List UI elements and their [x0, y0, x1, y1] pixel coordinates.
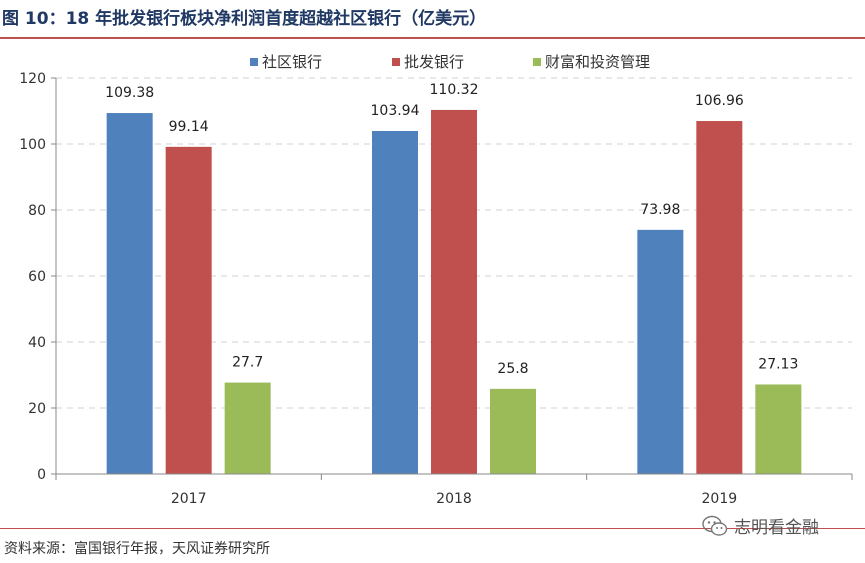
legend-swatch	[533, 58, 541, 66]
page-title: 图 10：18 年批发银行板块净利润首度超越社区银行（亿美元）	[2, 9, 487, 29]
legend: 社区银行 批发银行 财富和投资管理	[250, 53, 650, 71]
x-tick-label: 2019	[702, 491, 738, 507]
bars	[106, 109, 802, 475]
data-label: 25.8	[497, 361, 528, 377]
bar	[372, 130, 418, 475]
legend-swatch	[392, 58, 400, 66]
bar	[106, 113, 153, 475]
bar-chart: 0 20 40 60 80 100 120 109.38 99.14 27.7 103.94 110…	[19, 53, 853, 507]
bar	[165, 146, 212, 474]
y-tick-label: 100	[19, 137, 46, 153]
data-labels: 109.38 99.14 27.7 103.94 110.32 25.8 73.98 106.…	[105, 82, 798, 377]
data-label: 109.38	[105, 85, 154, 101]
bar	[696, 121, 743, 475]
bar	[224, 382, 271, 474]
bar	[490, 388, 536, 474]
watermark: 志明看金融	[702, 513, 819, 538]
y-tick-label: 0	[37, 467, 46, 483]
legend-label: 财富和投资管理	[545, 53, 650, 71]
source-note: 资料来源：富国银行年报，天风证券研究所	[4, 541, 270, 557]
y-tick-label: 40	[28, 335, 46, 351]
bar	[431, 109, 477, 474]
data-label: 106.96	[695, 93, 744, 109]
legend-label: 批发银行	[404, 53, 464, 71]
data-label: 103.94	[371, 103, 420, 119]
x-axis: 2017 2018 2019	[55, 473, 853, 507]
bar	[755, 384, 802, 474]
footer-divider	[0, 528, 865, 529]
title-divider	[0, 37, 865, 39]
y-axis: 0 20 40 60 80 100 120	[19, 71, 57, 483]
data-label: 110.32	[430, 82, 479, 98]
x-tick-label: 2018	[436, 491, 472, 507]
x-tick-label: 2017	[171, 491, 207, 507]
y-tick-label: 60	[28, 269, 46, 285]
y-tick-label: 120	[19, 71, 46, 87]
wechat-icon	[702, 515, 728, 536]
data-label: 27.7	[232, 355, 263, 371]
y-tick-label: 80	[28, 203, 46, 219]
legend-swatch	[250, 58, 258, 66]
legend-label: 社区银行	[262, 53, 322, 71]
bar	[637, 229, 684, 474]
data-label: 73.98	[640, 202, 680, 218]
y-tick-label: 20	[28, 401, 46, 417]
data-label: 99.14	[169, 119, 209, 135]
data-label: 27.13	[758, 356, 798, 372]
watermark-text: 志明看金融	[734, 518, 819, 538]
